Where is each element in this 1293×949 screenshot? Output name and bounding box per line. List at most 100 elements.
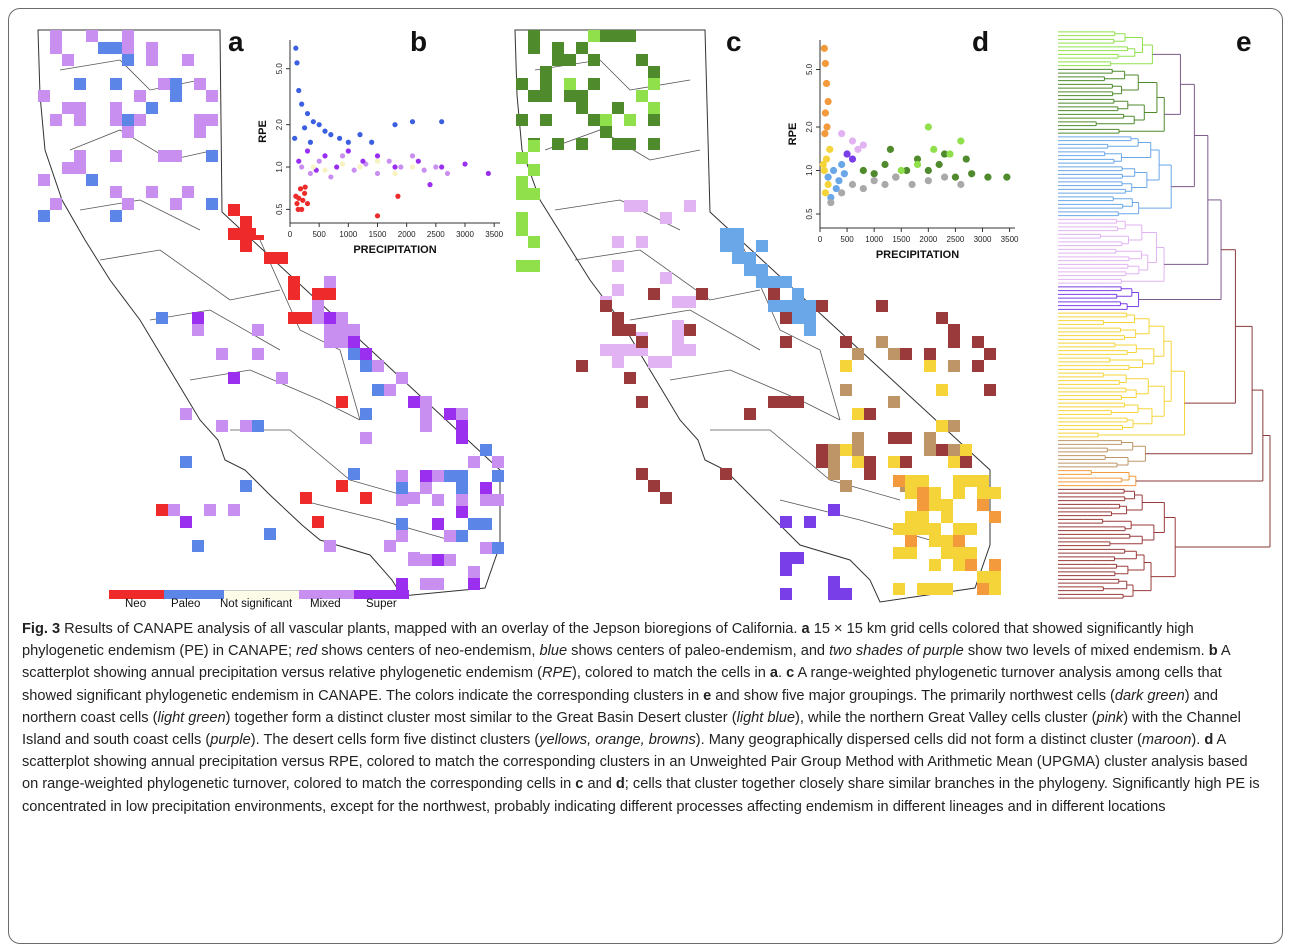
map-a-cell bbox=[74, 102, 86, 114]
map-a-cell bbox=[50, 198, 62, 210]
map-c-cell bbox=[828, 588, 840, 600]
data-point bbox=[838, 130, 846, 138]
caption-emph: blue bbox=[539, 643, 568, 660]
data-point bbox=[946, 150, 954, 158]
map-a-cell bbox=[182, 54, 194, 66]
data-point bbox=[957, 137, 965, 145]
data-point bbox=[940, 173, 949, 181]
map-c-cell bbox=[648, 78, 660, 90]
map-c-cell bbox=[612, 312, 624, 324]
map-c-cell bbox=[516, 212, 528, 224]
map-a-cell bbox=[312, 312, 324, 324]
map-c-cell bbox=[840, 336, 852, 348]
map-a-cell bbox=[444, 530, 456, 542]
map-c-cell bbox=[792, 312, 804, 324]
map-c-cell bbox=[840, 360, 852, 372]
caption-ref: d bbox=[1204, 732, 1214, 749]
map-a-cell bbox=[312, 516, 324, 528]
data-point bbox=[848, 137, 857, 145]
map-c-cell bbox=[576, 360, 588, 372]
map-a-cells bbox=[38, 30, 504, 590]
map-c-cell bbox=[900, 348, 912, 360]
map-a-cell bbox=[444, 554, 456, 566]
map-c-cell bbox=[876, 336, 888, 348]
map-a-cell bbox=[348, 336, 360, 348]
map-c-cell bbox=[516, 114, 528, 126]
data-point bbox=[398, 164, 404, 170]
map-c-cell bbox=[953, 523, 965, 535]
caption-ref: c bbox=[786, 665, 795, 682]
map-c-cell bbox=[648, 66, 660, 78]
map-c-cell bbox=[948, 444, 960, 456]
map-c-cell bbox=[780, 588, 792, 600]
map-c-cell bbox=[588, 30, 600, 42]
map-a-cell bbox=[122, 30, 134, 42]
map-c-cell bbox=[540, 114, 552, 126]
data-point bbox=[374, 170, 381, 177]
map-a-cell bbox=[110, 42, 122, 54]
map-c-cell bbox=[516, 260, 528, 272]
caption-text: . bbox=[778, 665, 787, 682]
panel-label-a: a bbox=[228, 26, 244, 57]
map-c-cell bbox=[941, 547, 953, 559]
map-c-cell bbox=[600, 344, 612, 356]
map-a-cell bbox=[408, 552, 420, 564]
data-point bbox=[821, 109, 830, 117]
caption-text: ). bbox=[1191, 732, 1205, 749]
data-point bbox=[374, 213, 381, 219]
map-a-cell bbox=[206, 150, 218, 162]
data-point bbox=[462, 161, 468, 167]
map-a-cell bbox=[396, 578, 408, 590]
data-point bbox=[300, 197, 306, 203]
map-a-cell bbox=[110, 210, 122, 222]
y-tick-label: 1.0 bbox=[805, 164, 814, 176]
data-point bbox=[421, 167, 427, 173]
map-a-cell bbox=[468, 518, 480, 530]
map-a-cell bbox=[456, 482, 468, 494]
map-c-cell bbox=[660, 492, 672, 504]
data-point bbox=[293, 193, 299, 199]
map-a-cell bbox=[456, 432, 468, 444]
data-point bbox=[848, 155, 857, 163]
map-a-cell bbox=[480, 494, 492, 506]
map-c-cell bbox=[624, 344, 636, 356]
map-a-cell bbox=[74, 114, 86, 126]
data-point bbox=[824, 173, 832, 181]
data-point bbox=[299, 101, 305, 107]
map-c-cell bbox=[816, 456, 828, 468]
x-tick-label: 2000 bbox=[919, 235, 937, 244]
map-c-cell bbox=[684, 324, 696, 336]
map-c-cell bbox=[888, 396, 900, 408]
map-a-cell bbox=[110, 102, 122, 114]
legend-swatch-mixed bbox=[299, 590, 354, 599]
map-a-cell bbox=[360, 348, 372, 360]
map-c-cell bbox=[953, 487, 965, 499]
map-a-cell bbox=[134, 90, 146, 102]
map-a-cell bbox=[336, 312, 348, 324]
map-c-cell bbox=[953, 547, 965, 559]
map-a-cell bbox=[216, 348, 228, 360]
map-c-cell bbox=[684, 200, 696, 212]
data-point bbox=[951, 173, 960, 181]
map-a-cell bbox=[86, 30, 98, 42]
map-c-cell bbox=[864, 468, 876, 480]
map-c-cell bbox=[816, 444, 828, 456]
caption-emph: pink bbox=[1096, 709, 1124, 726]
map-a-cell bbox=[180, 516, 192, 528]
legend-label-paleo: Paleo bbox=[171, 598, 201, 610]
x-axis-label: PRECIPITATION bbox=[353, 244, 436, 256]
data-point bbox=[328, 174, 334, 180]
map-a-cell bbox=[408, 396, 420, 408]
map-a-cell bbox=[420, 408, 432, 420]
map-a-cell bbox=[468, 456, 480, 468]
data-point bbox=[322, 128, 328, 134]
map-a-cell bbox=[420, 482, 432, 494]
map-c-cell bbox=[564, 78, 576, 90]
map-a-cell bbox=[146, 186, 158, 198]
map-a-cell bbox=[420, 420, 432, 432]
caption-emph: RPE bbox=[541, 665, 572, 682]
map-a-cell bbox=[228, 504, 240, 516]
map-c-cell bbox=[828, 576, 840, 588]
map-a-cell bbox=[288, 276, 300, 288]
